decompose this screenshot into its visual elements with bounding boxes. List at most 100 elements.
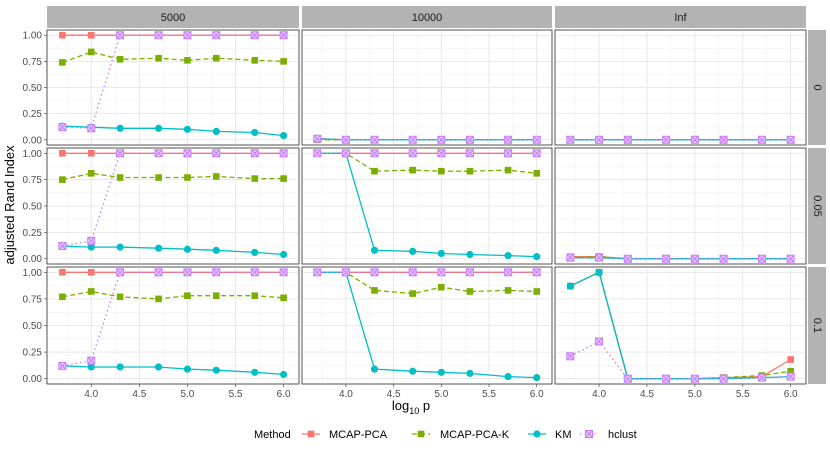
data-point-hclust-cross (504, 149, 512, 158)
data-point-hclust (250, 149, 259, 158)
data-point-km (154, 244, 163, 252)
data-point-hclust-cross (566, 352, 575, 361)
data-point-mcap-pca-k (251, 292, 259, 300)
data-point-hclust-cross (183, 31, 192, 40)
data-point-hclust-cross (437, 135, 446, 144)
y-tick-label: 0.50 (23, 83, 43, 94)
data-point-km (533, 253, 541, 261)
data-point-mcap-pca-k (371, 287, 378, 294)
data-point-hclust (690, 135, 699, 144)
data-point-hclust-cross (87, 356, 96, 365)
data-point-mcap-pca-k (59, 59, 66, 66)
data-point-hclust (116, 31, 125, 40)
data-point-hclust (58, 123, 67, 132)
legend-label: KM (555, 429, 572, 441)
data-point-mcap-pca-k (87, 288, 95, 295)
legend-items: MCAP-PCA MCAP-PCA-K KM hclust (302, 429, 637, 441)
data-point-hclust-cross (691, 135, 699, 144)
data-point-hclust (183, 149, 192, 158)
data-point-hclust (408, 135, 417, 144)
data-point-hclust (87, 236, 96, 245)
y-tick-label: 1.00 (23, 268, 43, 279)
legend-label: hclust (608, 429, 637, 441)
data-point-mcap-pca (59, 31, 66, 39)
series-line-km (62, 365, 284, 376)
data-point-hclust-cross (279, 268, 288, 277)
x-tick-label: 6.0 (530, 389, 544, 400)
y-tick-label: 0.25 (23, 348, 43, 359)
data-point-hclust (757, 254, 766, 263)
series-line-km (62, 125, 284, 137)
data-point-mcap-pca-k (212, 54, 220, 62)
data-point-hclust (370, 149, 379, 158)
data-point-hclust-cross (466, 135, 474, 144)
data-point-hclust (313, 149, 322, 158)
column-strip (555, 6, 806, 28)
data-point-hclust (595, 337, 604, 346)
data-point-hclust-cross (279, 31, 288, 40)
data-point-hclust-cross (370, 268, 379, 277)
x-tick-label: 5.0 (434, 389, 448, 400)
data-point-hclust (58, 242, 67, 251)
data-point-km (251, 368, 259, 376)
data-point-hclust-cross (466, 149, 474, 158)
data-point-mcap-pca-k (466, 167, 474, 175)
data-point-mcap-pca-k (116, 293, 124, 301)
x-axis-title-var: p (419, 398, 430, 413)
series-line-hclust (62, 34, 284, 129)
data-point-mcap-pca-k (787, 367, 794, 375)
data-point-hclust-cross (532, 149, 541, 158)
data-point-hclust-cross (719, 374, 728, 383)
data-point-hclust-cross (154, 31, 163, 40)
panel-data-0-2 (58, 268, 288, 379)
data-point-hclust-cross (58, 242, 67, 250)
data-point-hclust (719, 135, 728, 144)
data-point-hclust (662, 135, 671, 144)
data-point-mcap-pca-k (533, 288, 541, 295)
legend-item-km: KM (528, 429, 572, 441)
series-line-km (62, 245, 284, 256)
data-point-hclust-cross (342, 135, 350, 144)
row-strip (808, 148, 826, 264)
data-point-hclust (408, 149, 417, 158)
data-point-hclust (437, 268, 446, 277)
data-point-hclust (532, 135, 541, 144)
series-line-hclust (570, 257, 791, 260)
data-point-hclust-cross (87, 124, 96, 133)
data-point-hclust-cross (691, 374, 699, 383)
data-point-hclust (690, 254, 699, 263)
data-point-hclust (662, 374, 671, 383)
data-point-hclust (623, 135, 632, 144)
data-point-hclust (279, 149, 288, 158)
data-point-km (154, 124, 163, 132)
row-strip (808, 267, 826, 384)
data-point-hclust (566, 135, 575, 144)
data-point-hclust-cross (408, 135, 417, 144)
panel-border (301, 147, 553, 265)
data-point-km (280, 370, 288, 379)
data-point-hclust-cross (662, 135, 670, 144)
data-point-hclust-cross (370, 135, 379, 144)
data-point-km (409, 247, 417, 255)
data-point-km (437, 368, 445, 376)
series-line-mcap-pca-k (62, 290, 284, 300)
y-tick-label: 0.75 (23, 294, 43, 305)
y-tick-label: 0.75 (23, 175, 43, 186)
data-point-km (212, 246, 220, 254)
data-point-hclust (465, 135, 474, 144)
data-point-hclust (341, 268, 350, 277)
data-point-mcap-pca-k (155, 54, 162, 62)
panel-2-1 (554, 147, 807, 265)
row-strip-label: 0 (811, 84, 823, 90)
data-point-hclust (341, 135, 350, 144)
data-point-mcap-pca (87, 31, 95, 39)
legend-label: MCAP-PCA (329, 429, 388, 441)
data-point-km (183, 365, 192, 373)
data-point-hclust-cross (370, 149, 379, 158)
data-point-hclust-cross (758, 373, 766, 382)
data-point-mcap-pca-k (438, 283, 445, 291)
legend-item-hclust: hclust (580, 429, 637, 441)
data-point-hclust (465, 268, 474, 277)
data-point-hclust-cross (58, 123, 67, 132)
